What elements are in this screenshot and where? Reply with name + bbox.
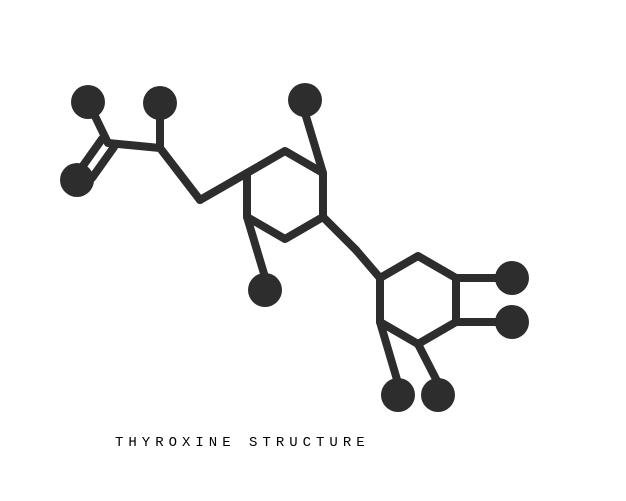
molecule-diagram xyxy=(0,0,626,501)
molecule-svg xyxy=(0,0,626,501)
caption-label: THYROXINE STRUCTURE xyxy=(115,435,370,451)
